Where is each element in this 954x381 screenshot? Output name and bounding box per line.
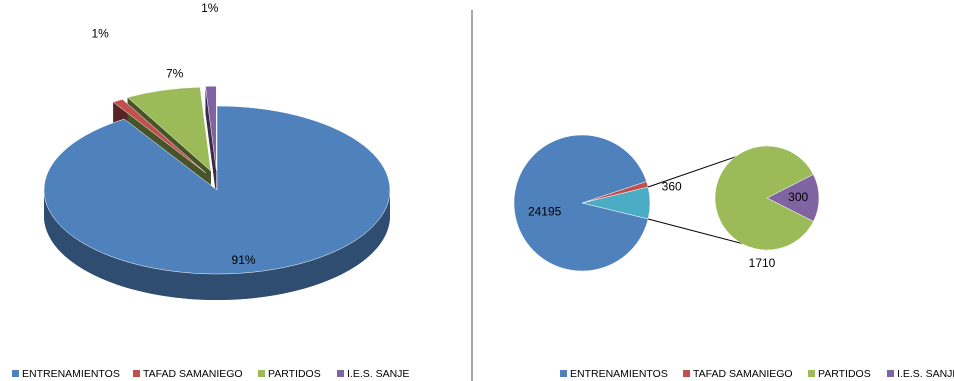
slice	[112, 99, 206, 174]
legend-label: I.E.S. SANJE	[897, 368, 954, 380]
slice-side	[44, 190, 390, 300]
legend-swatch	[560, 370, 567, 377]
data-label: 360	[662, 180, 682, 194]
legend-label: PARTIDOS	[818, 368, 871, 380]
slice	[205, 85, 217, 171]
legend-label: I.E.S. SANJE	[347, 368, 409, 380]
legend-swatch	[337, 370, 344, 377]
slice-wall	[205, 86, 217, 197]
data-label: 7%	[166, 66, 184, 80]
slice	[766, 174, 820, 222]
data-label: 1%	[201, 1, 219, 15]
legend-label: TAFAD SAMANIEGO	[143, 368, 243, 380]
legend-swatch	[887, 370, 894, 377]
legend-label: TAFAD SAMANIEGO	[693, 368, 793, 380]
legend-label: ENTRENAMIENTOS	[570, 368, 668, 380]
data-label: 91%	[232, 253, 256, 267]
legend-swatch	[683, 370, 690, 377]
slice	[513, 134, 649, 272]
legend-swatch	[258, 370, 265, 377]
legend-swatch	[808, 370, 815, 377]
slice	[714, 145, 814, 251]
slice	[43, 105, 391, 275]
legend-label: ENTRENAMIENTOS	[22, 368, 120, 380]
slice	[127, 86, 212, 172]
data-label: 24195	[528, 204, 562, 218]
legend-label: PARTIDOS	[268, 368, 321, 380]
legend-swatch	[12, 370, 19, 377]
data-label: 300	[788, 190, 808, 204]
data-label: 1%	[91, 26, 109, 40]
legend-swatch	[133, 370, 140, 377]
data-label: 1710	[749, 256, 776, 270]
